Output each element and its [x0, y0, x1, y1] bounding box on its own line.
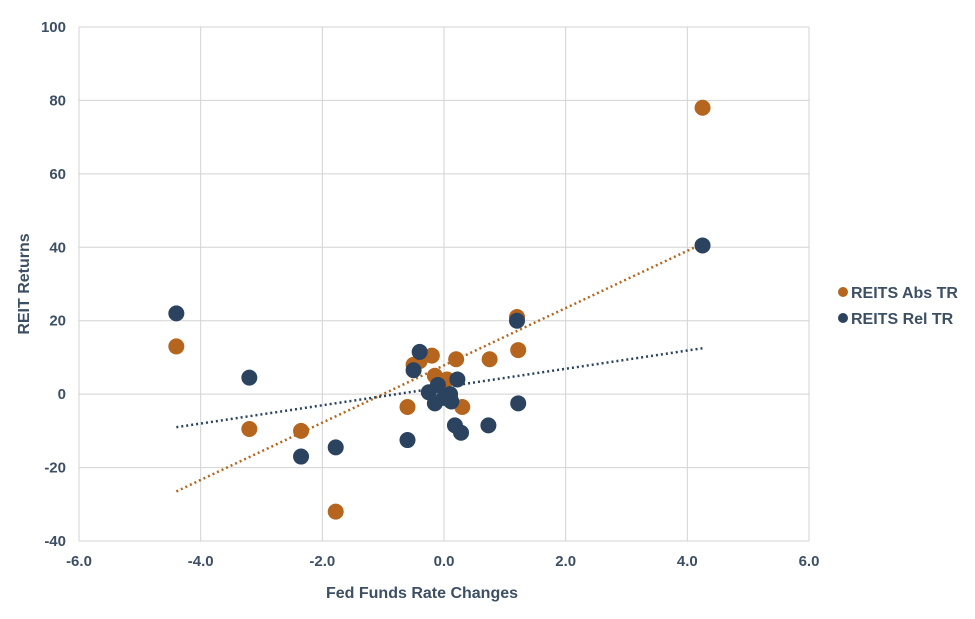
y-tick-label: -40: [44, 533, 66, 550]
y-tick-label: -20: [44, 460, 66, 477]
legend-label-abs: REITS Abs TR: [851, 285, 958, 302]
data-point-series-0: [168, 338, 185, 355]
data-point-series-1: [449, 371, 466, 388]
data-point-series-0: [293, 422, 310, 439]
y-axis-title: REIT Returns: [16, 233, 33, 334]
data-point-series-0: [241, 421, 258, 438]
y-tick-label: 20: [49, 313, 66, 330]
y-tick-label: 40: [49, 239, 66, 256]
y-tick-label: 80: [49, 92, 66, 109]
data-point-series-1: [293, 448, 310, 465]
data-point-series-1: [399, 432, 416, 449]
x-tick-label: -2.0: [309, 553, 335, 570]
tick-labels: -40 -20 0 20 40 60 80 100 -6.0 -4.0 -2.0 0.0 2.0 4.0 6…: [41, 19, 819, 570]
data-point-series-0: [423, 347, 440, 364]
x-tick-label: 6.0: [799, 553, 820, 570]
data-point-series-1: [241, 369, 258, 386]
y-tick-label: 0: [58, 386, 66, 403]
x-axis-title: Fed Funds Rate Changes: [326, 585, 518, 602]
data-point-series-1: [405, 362, 422, 379]
data-points: [168, 99, 711, 520]
y-tick-label: 60: [49, 166, 66, 183]
x-tick-label: 0.0: [434, 553, 455, 570]
data-point-series-0: [448, 351, 465, 368]
x-tick-label: 4.0: [677, 553, 698, 570]
data-point-series-0: [510, 342, 527, 359]
legend-marker-rel: [838, 313, 848, 323]
data-point-series-1: [509, 312, 525, 329]
legend-label-rel: REITS Rel TR: [851, 311, 954, 328]
trendlines: [175, 242, 704, 493]
data-point-series-1: [480, 417, 497, 434]
data-point-series-1: [429, 376, 446, 393]
x-tick-label: -4.0: [188, 553, 214, 570]
x-tick-label: 2.0: [555, 553, 576, 570]
data-point-series-1: [168, 305, 185, 322]
data-point-series-1: [411, 343, 428, 360]
trendline-series-0: [175, 242, 704, 493]
data-point-series-1: [694, 237, 711, 254]
data-point-series-0: [481, 351, 498, 368]
y-tick-label: 100: [41, 19, 66, 36]
grid: [78, 26, 810, 542]
data-point-series-0: [399, 398, 416, 415]
data-point-series-0: [327, 503, 344, 520]
data-point-series-1: [327, 439, 344, 456]
legend: REITS Abs TR REITS Rel TR: [838, 285, 958, 328]
data-point-series-1: [510, 395, 527, 412]
legend-marker-abs: [838, 287, 848, 297]
x-tick-label: -6.0: [66, 553, 92, 570]
data-point-series-1: [453, 424, 470, 441]
data-point-series-1: [443, 393, 460, 410]
data-point-series-0: [694, 99, 711, 116]
